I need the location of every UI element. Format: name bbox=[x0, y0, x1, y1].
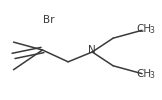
Text: CH: CH bbox=[136, 69, 151, 79]
Text: CH: CH bbox=[136, 24, 151, 34]
Text: N: N bbox=[88, 45, 96, 55]
Text: 3: 3 bbox=[150, 71, 155, 80]
Text: Br: Br bbox=[43, 15, 55, 25]
Text: 3: 3 bbox=[150, 26, 155, 35]
